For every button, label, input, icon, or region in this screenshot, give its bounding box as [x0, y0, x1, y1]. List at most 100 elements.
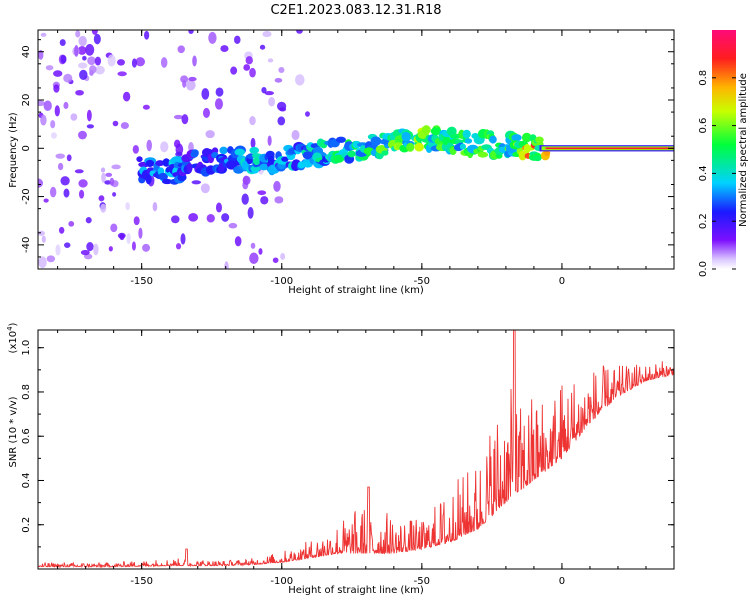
spectral-noise-blob	[105, 172, 113, 177]
spectral-noise-blob	[63, 188, 70, 198]
spectral-noise-blob	[38, 230, 45, 236]
spectral-noise-blob	[93, 243, 99, 256]
spectral-noise-blob	[258, 248, 263, 255]
spectrogram-y-ticks: -40 -20 0 20 40	[21, 39, 674, 258]
x-tick-label: -150	[130, 576, 153, 587]
spectral-noise-blob	[188, 30, 194, 35]
spectral-noise-blob	[40, 32, 47, 37]
spectral-noise-blob	[142, 243, 151, 252]
spectral-noise-blob	[215, 87, 224, 97]
spectral-noise-blob	[63, 101, 69, 109]
spectral-noise-blob	[228, 222, 238, 229]
spectral-ridge-blob	[219, 146, 228, 155]
spectral-ridge-blob	[252, 157, 261, 166]
spectral-noise-blob	[294, 74, 305, 86]
spectrogram-marks	[38, 30, 674, 269]
spectral-noise-blob	[180, 233, 186, 245]
y-tick-label: 20	[21, 94, 32, 107]
spectral-noise-blob	[267, 135, 272, 146]
spectral-noise-blob	[77, 62, 88, 69]
spectral-ridge-blob	[370, 136, 382, 146]
spectral-noise-blob	[53, 70, 63, 77]
spectral-ridge-blob	[459, 143, 467, 150]
spectral-noise-blob	[78, 189, 85, 199]
spectral-ridge-blob	[186, 162, 193, 173]
spectral-noise-blob	[257, 190, 267, 196]
spectral-noise-blob	[77, 45, 87, 55]
spectral-noise-blob	[160, 141, 169, 153]
spectral-noise-blob	[38, 256, 47, 269]
snr-panel: -150 -100 -50 0 0.2 0.4 0.6 0.8 1.0 Height of s…	[6, 322, 675, 596]
spectral-ridge-blob	[297, 161, 306, 169]
spectral-ridge-blob	[191, 149, 199, 157]
spectral-ridge-blob	[267, 155, 274, 165]
spectral-noise-blob	[78, 130, 87, 140]
spectral-noise-blob	[111, 164, 121, 170]
colorbar-tick-label: 0.6	[698, 118, 709, 134]
y-tick-label: 0.2	[21, 517, 32, 533]
x-tick-label: -150	[130, 276, 153, 287]
snr-series-line	[38, 330, 674, 569]
snr-x-ticks: -150 -100 -50 0	[57, 330, 675, 587]
spectral-ridge-blob	[523, 143, 531, 154]
spectral-noise-blob	[70, 113, 78, 121]
x-tick-label: 0	[559, 576, 565, 587]
spectral-noise-blob	[249, 67, 256, 78]
spectral-noise-blob	[214, 98, 223, 110]
spectral-ridge-blob	[430, 127, 442, 136]
spectral-noise-blob	[249, 115, 256, 126]
spectral-noise-blob	[75, 89, 84, 96]
spectral-noise-blob	[245, 56, 253, 65]
spectral-noise-blob	[78, 35, 87, 47]
spectral-noise-blob	[278, 67, 285, 74]
spectral-ridge-blob	[259, 163, 269, 171]
spectral-noise-blob	[79, 69, 88, 81]
colorbar: 0.0 0.2 0.4 0.6 0.8 Normalized spectral ampl…	[698, 30, 749, 277]
spectral-ridge-blob	[265, 150, 275, 158]
spectral-noise-blob	[131, 241, 136, 251]
spectral-noise-blob	[250, 242, 256, 249]
spectral-noise-blob	[242, 175, 251, 185]
spectral-ridge-blob	[302, 151, 314, 160]
spectral-noise-blob	[221, 213, 230, 222]
x-tick-label: -50	[414, 576, 430, 587]
spectral-noise-blob	[243, 64, 251, 71]
spectral-noise-blob	[125, 202, 130, 211]
colorbar-tick-label: 0.0	[698, 261, 709, 277]
spectral-noise-blob	[259, 44, 266, 50]
y-tick-label: -40	[21, 237, 32, 253]
spectral-noise-blob	[175, 151, 183, 157]
spectral-noise-blob	[117, 59, 125, 66]
spectral-noise-blob	[120, 122, 129, 129]
spectral-noise-blob	[191, 180, 202, 185]
spectral-ridge-blob	[406, 142, 415, 152]
spectral-noise-blob	[260, 196, 269, 205]
spectral-noise-blob	[100, 203, 107, 213]
spectral-ridge-blob	[421, 125, 431, 135]
x-tick-label: -100	[270, 276, 293, 287]
spectral-noise-blob	[250, 137, 256, 149]
spectral-noise-blob	[206, 213, 215, 223]
spectral-noise-blob	[80, 249, 90, 256]
spectral-noise-blob	[249, 252, 259, 264]
spectral-noise-blob	[234, 236, 242, 247]
spectral-noise-blob	[60, 54, 67, 64]
spectral-ridge-blob	[535, 136, 544, 144]
spectral-noise-blob	[59, 39, 66, 46]
spectral-ridge-blob	[145, 159, 155, 167]
colorbar-ticks: 0.0 0.2 0.4 0.6 0.8	[698, 70, 736, 277]
spectral-ridge-blob	[489, 135, 497, 144]
spectral-noise-blob	[241, 193, 249, 205]
spectral-noise-blob	[60, 176, 70, 186]
spectral-noise-blob	[112, 192, 117, 197]
spectral-noise-blob	[296, 30, 303, 34]
spectral-ridge-blob	[145, 174, 152, 185]
spectral-noise-blob	[262, 31, 272, 38]
spectral-noise-blob	[74, 169, 84, 174]
y-tick-label: 1.0	[21, 340, 32, 356]
spectral-tone-band-core	[545, 147, 674, 150]
spectral-noise-blob	[91, 30, 98, 35]
spectral-ridge-blob	[511, 134, 522, 142]
spectrogram-y-axis-label: Frequency (Hz)	[8, 112, 19, 188]
spectral-noise-blob	[146, 139, 152, 152]
